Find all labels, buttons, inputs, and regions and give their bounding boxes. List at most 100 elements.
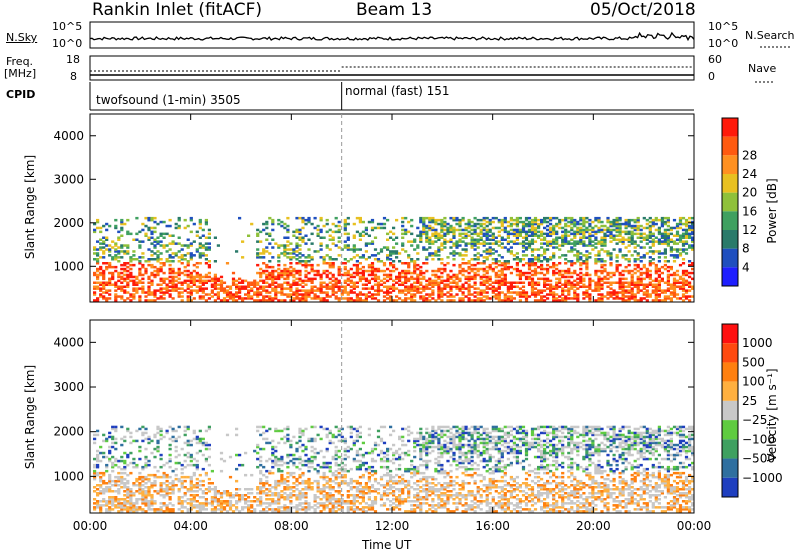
heatmap-cell bbox=[621, 277, 625, 281]
heatmap-cell bbox=[479, 230, 483, 234]
heatmap-cell bbox=[204, 299, 208, 302]
heatmap-cell bbox=[274, 281, 278, 284]
heatmap-cell bbox=[195, 435, 199, 439]
heatmap-cell bbox=[500, 220, 504, 224]
heatmap-cell bbox=[422, 246, 426, 249]
heatmap-cell bbox=[259, 293, 263, 296]
heatmap-cell bbox=[289, 273, 293, 277]
heatmap-cell bbox=[138, 475, 142, 479]
heatmap-cell bbox=[479, 228, 483, 232]
heatmap-cell bbox=[192, 263, 196, 267]
heatmap-cell bbox=[533, 240, 538, 243]
heatmap-cell bbox=[494, 262, 498, 265]
heatmap-cell bbox=[367, 269, 371, 273]
heatmap-cell bbox=[515, 218, 519, 222]
heatmap-cell bbox=[177, 287, 181, 290]
heatmap-cell bbox=[313, 494, 317, 497]
heatmap-cell bbox=[422, 289, 426, 292]
heatmap-cell bbox=[651, 244, 655, 247]
heatmap-cell bbox=[174, 484, 178, 487]
heatmap-cell bbox=[524, 230, 529, 234]
heatmap-cell bbox=[579, 218, 583, 222]
heatmap-cell bbox=[645, 275, 649, 279]
heatmap-cell bbox=[99, 484, 103, 487]
heatmap-cell bbox=[485, 297, 489, 300]
heatmap-cell bbox=[660, 240, 664, 243]
heatmap-cell bbox=[642, 297, 646, 300]
heatmap-cell bbox=[404, 216, 408, 220]
heatmap-cell bbox=[120, 250, 124, 253]
heatmap-cell bbox=[479, 277, 483, 281]
heatmap-cell bbox=[334, 281, 338, 284]
heatmap-cell bbox=[485, 216, 489, 220]
heatmap-cell bbox=[222, 281, 227, 284]
heatmap-cell bbox=[298, 277, 302, 281]
heatmap-cell bbox=[633, 295, 637, 298]
heatmap-cell bbox=[165, 484, 169, 487]
heatmap-cell bbox=[500, 262, 504, 265]
heatmap-cell bbox=[114, 250, 118, 253]
heatmap-cell bbox=[238, 291, 242, 294]
heatmap-cell bbox=[171, 486, 175, 489]
heatmap-cell bbox=[579, 271, 583, 275]
heatmap-cell bbox=[645, 271, 649, 275]
heatmap-cell bbox=[621, 254, 625, 257]
heatmap-cell bbox=[295, 447, 299, 451]
heatmap-cell bbox=[228, 295, 233, 298]
heatmap-cell bbox=[177, 500, 181, 503]
heatmap-cell bbox=[265, 289, 269, 292]
heatmap-cell bbox=[259, 479, 263, 483]
heatmap-cell bbox=[204, 457, 208, 461]
heatmap-cell bbox=[108, 265, 112, 269]
heatmap-cell bbox=[370, 240, 375, 243]
heatmap-cell bbox=[108, 510, 112, 513]
heatmap-cell bbox=[274, 275, 278, 279]
heatmap-cell bbox=[663, 238, 667, 241]
heatmap-cell bbox=[570, 281, 574, 284]
heatmap-cell bbox=[262, 250, 266, 253]
heatmap-cell bbox=[657, 226, 661, 230]
heatmap-cell bbox=[150, 500, 154, 503]
heatmap-cell bbox=[382, 222, 387, 226]
heatmap-cell bbox=[304, 297, 308, 300]
heatmap-cell bbox=[404, 271, 408, 275]
heatmap-cell bbox=[126, 492, 130, 495]
heatmap-cell bbox=[561, 275, 565, 279]
heatmap-cell bbox=[241, 279, 245, 283]
heatmap-cell bbox=[609, 236, 613, 239]
heatmap-cell bbox=[99, 295, 103, 298]
heatmap-cell bbox=[159, 429, 163, 433]
heatmap-cell bbox=[500, 267, 504, 271]
heatmap-cell bbox=[603, 242, 607, 245]
heatmap-cell bbox=[630, 240, 634, 243]
heatmap-cell bbox=[283, 222, 287, 226]
heatmap-cell bbox=[316, 228, 320, 232]
heatmap-cell bbox=[407, 287, 411, 290]
heatmap-cell bbox=[606, 252, 610, 255]
heatmap-cell bbox=[579, 258, 583, 261]
heatmap-cell bbox=[96, 429, 100, 433]
heatmap-cell bbox=[319, 289, 323, 292]
heatmap-cell bbox=[129, 299, 133, 302]
heatmap-cell bbox=[464, 277, 468, 281]
heatmap-cell bbox=[189, 443, 193, 447]
heatmap-cell bbox=[102, 277, 106, 281]
heatmap-cell bbox=[93, 433, 97, 437]
heatmap-cell bbox=[407, 230, 411, 234]
heatmap-cell bbox=[135, 281, 139, 284]
heatmap-cell bbox=[552, 287, 556, 290]
heatmap-cell bbox=[648, 232, 652, 236]
heatmap-cell bbox=[334, 490, 338, 493]
heatmap-cell bbox=[316, 490, 320, 493]
heatmap-cell bbox=[648, 273, 652, 277]
heatmap-cell bbox=[123, 494, 127, 497]
heatmap-cell bbox=[512, 281, 516, 284]
heatmap-cell bbox=[304, 234, 308, 237]
heatmap-cell bbox=[576, 242, 580, 245]
heatmap-cell bbox=[576, 222, 580, 226]
heatmap-cell bbox=[691, 277, 695, 281]
heatmap-cell bbox=[114, 293, 118, 296]
heatmap-cell bbox=[219, 502, 224, 505]
heatmap-cell bbox=[316, 295, 320, 298]
heatmap-cell bbox=[579, 267, 583, 271]
